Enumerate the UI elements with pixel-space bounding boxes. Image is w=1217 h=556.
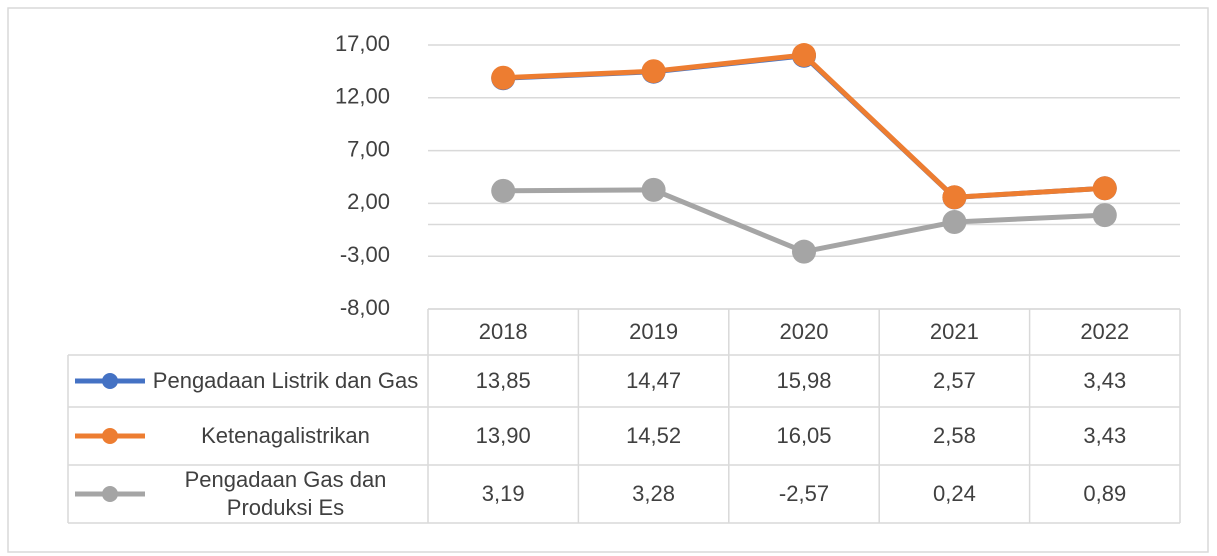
series-marker (792, 43, 816, 68)
legend-marker (102, 428, 118, 444)
table-value: 13,90 (476, 423, 531, 448)
x-tick-label: 2020 (780, 319, 829, 344)
series-marker (1092, 203, 1117, 228)
table-value: 3,43 (1083, 368, 1126, 393)
table-value: 0,24 (933, 481, 976, 506)
x-tick-label: 2018 (479, 319, 528, 344)
legend-label: Ketenagalistrikan (201, 423, 370, 448)
x-tick-label: 2021 (930, 319, 979, 344)
table-value: 3,19 (482, 481, 525, 506)
x-tick-label: 2022 (1080, 319, 1129, 344)
legend-marker (102, 486, 118, 502)
legend-cell: Pengadaan Listrik dan Gas (152, 368, 419, 393)
series-marker (491, 65, 516, 90)
y-tick-label: 7,00 (347, 136, 390, 161)
legend-marker (102, 373, 118, 389)
x-tick-label: 2019 (629, 319, 678, 344)
series-marker (641, 59, 666, 84)
table-value: 14,47 (626, 368, 681, 393)
legend-cell: Ketenagalistrikan (201, 423, 370, 448)
series-marker (942, 185, 967, 210)
series-marker (792, 239, 816, 264)
series-marker (942, 209, 967, 234)
table-value: 15,98 (776, 368, 831, 393)
y-tick-label: 12,00 (335, 84, 390, 109)
series-marker (641, 177, 666, 202)
chart-frame (7, 7, 1209, 553)
table-value: 2,57 (933, 368, 976, 393)
table-value: 14,52 (626, 423, 681, 448)
legend-label: Pengadaan Listrik dan Gas (152, 368, 419, 393)
table-value: 13,85 (476, 368, 531, 393)
y-tick-label: -8,00 (340, 295, 390, 320)
series-marker (491, 178, 516, 203)
table-value: 0,89 (1083, 481, 1126, 506)
legend-cell: Pengadaan Gas dan Produksi Es (184, 467, 387, 520)
table-value: 3,43 (1083, 423, 1126, 448)
series-marker (1092, 176, 1117, 201)
legend-label: Pengadaan Gas dan Produksi Es (184, 467, 387, 520)
y-tick-label: 17,00 (335, 31, 390, 56)
table-value: 3,28 (632, 481, 675, 506)
table-value: 2,58 (933, 423, 976, 448)
table-value: -2,57 (779, 481, 829, 506)
y-tick-label: 2,00 (347, 189, 390, 214)
y-tick-label: -3,00 (340, 242, 390, 267)
table-value: 16,05 (776, 423, 831, 448)
